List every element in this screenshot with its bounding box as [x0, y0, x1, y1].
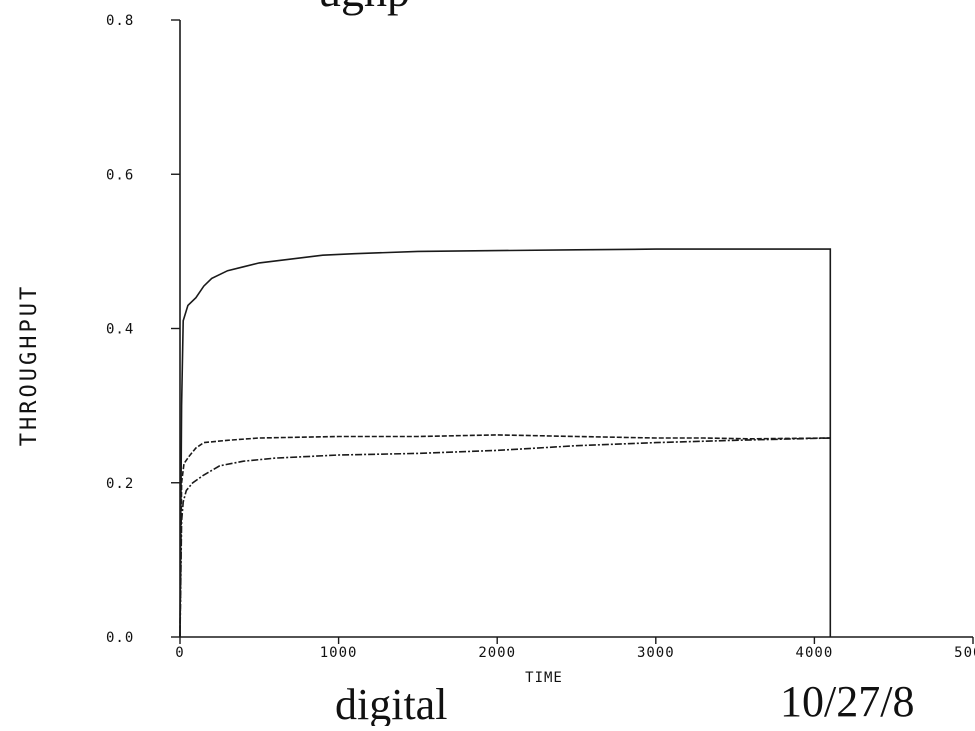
- axes: [179, 20, 973, 638]
- x-tick-label: 4000: [796, 645, 834, 661]
- y-tick-label: 0.0: [106, 630, 134, 646]
- x-tick-label: 1000: [320, 645, 358, 661]
- y-axis-title: THROUGHPUT: [17, 284, 42, 446]
- y-tick-label: 0.4: [106, 322, 134, 338]
- series-line-1: [179, 248, 832, 638]
- x-tick-label: 5000: [954, 645, 975, 661]
- x-axis-title: TIME: [525, 670, 563, 686]
- y-tick-label: 0.8: [106, 13, 134, 29]
- y-axis-ticks: 0.8 0.6 0.4 0.2 0.0: [106, 13, 180, 646]
- x-tick-label: 3000: [637, 645, 675, 661]
- y-tick-label: 0.6: [106, 167, 134, 183]
- footer-date: 10/27/8: [780, 677, 914, 726]
- x-tick-label: 2000: [478, 645, 516, 661]
- chart-title-fragment: ughp: [318, 0, 410, 16]
- series-line-3: [179, 437, 831, 638]
- footer-brand: digital: [335, 680, 447, 726]
- series-group: [179, 248, 832, 638]
- x-axis-ticks: 0 1000 2000 3000 4000 5000: [175, 637, 975, 661]
- y-tick-label: 0.2: [106, 476, 134, 492]
- series-line-2: [179, 434, 831, 638]
- x-tick-label: 0: [175, 645, 184, 661]
